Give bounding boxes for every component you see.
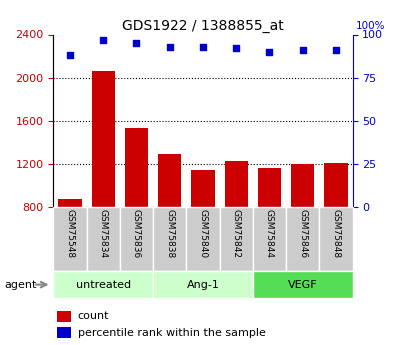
Text: GSM75834: GSM75834 xyxy=(99,209,108,258)
Bar xyxy=(124,128,148,293)
Text: GSM75548: GSM75548 xyxy=(65,209,74,258)
Text: agent: agent xyxy=(4,280,36,289)
Bar xyxy=(224,161,247,293)
Text: untreated: untreated xyxy=(75,280,130,289)
Point xyxy=(332,47,338,53)
Bar xyxy=(252,271,352,298)
Bar xyxy=(324,163,347,293)
Bar xyxy=(257,168,281,293)
Bar xyxy=(219,207,252,271)
Bar xyxy=(285,207,319,271)
Point xyxy=(100,37,106,42)
Text: 100%: 100% xyxy=(355,21,384,31)
Bar xyxy=(153,207,186,271)
Text: GSM75842: GSM75842 xyxy=(231,209,240,258)
Text: GSM75836: GSM75836 xyxy=(132,209,141,258)
Text: count: count xyxy=(78,311,109,321)
Title: GDS1922 / 1388855_at: GDS1922 / 1388855_at xyxy=(122,19,283,33)
Bar xyxy=(86,207,119,271)
Bar xyxy=(153,271,252,298)
Point xyxy=(265,49,272,55)
Text: VEGF: VEGF xyxy=(287,280,317,289)
Bar xyxy=(186,207,219,271)
Bar xyxy=(157,154,181,293)
Bar xyxy=(56,327,71,338)
Bar xyxy=(56,310,71,322)
Point xyxy=(299,47,305,53)
Bar xyxy=(53,271,153,298)
Bar xyxy=(252,207,285,271)
Bar xyxy=(53,207,86,271)
Point xyxy=(166,44,173,49)
Text: GSM75846: GSM75846 xyxy=(297,209,306,258)
Bar xyxy=(91,71,115,293)
Text: percentile rank within the sample: percentile rank within the sample xyxy=(78,328,265,337)
Point xyxy=(67,52,73,58)
Point xyxy=(232,46,239,51)
Text: GSM75838: GSM75838 xyxy=(165,209,174,258)
Text: Ang-1: Ang-1 xyxy=(186,280,219,289)
Bar xyxy=(290,164,314,293)
Text: GSM75840: GSM75840 xyxy=(198,209,207,258)
Point xyxy=(199,44,206,49)
Point xyxy=(133,40,139,46)
Text: GSM75848: GSM75848 xyxy=(330,209,339,258)
Bar xyxy=(191,170,214,293)
Bar xyxy=(119,207,153,271)
Bar xyxy=(58,199,81,293)
Text: GSM75844: GSM75844 xyxy=(264,209,273,258)
Bar xyxy=(319,207,352,271)
